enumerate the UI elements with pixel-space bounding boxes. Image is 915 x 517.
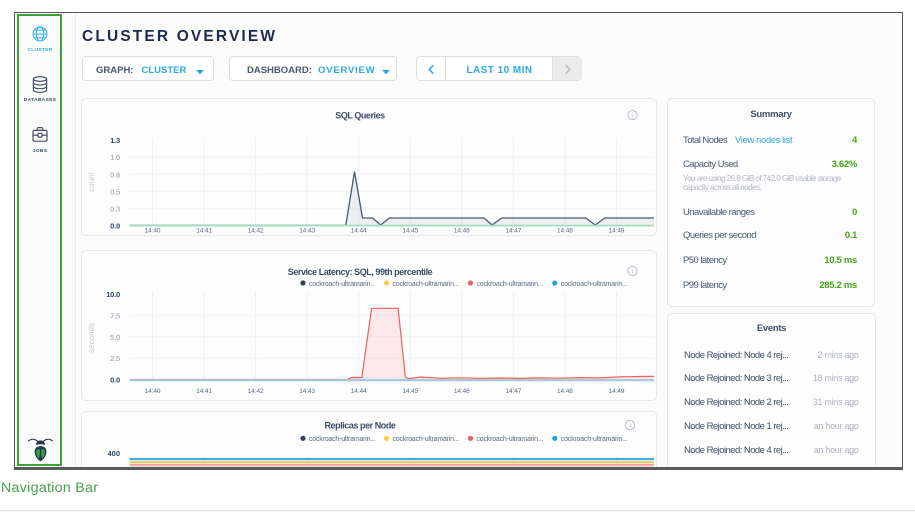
svg-text:i: i [632, 113, 634, 120]
svg-text:i: i [632, 269, 634, 276]
svg-text:14:41: 14:41 [196, 388, 212, 395]
svg-text:14:42: 14:42 [248, 228, 264, 235]
svg-text:7.5: 7.5 [110, 311, 120, 320]
svg-text:cockroach-ultramarin...: cockroach-ultramarin... [309, 436, 376, 443]
svg-text:14:40: 14:40 [145, 388, 161, 395]
svg-text:cockroach-ultramarin...: cockroach-ultramarin... [393, 281, 460, 288]
svg-text:cockroach-ultramarin...: cockroach-ultramarin... [561, 436, 628, 443]
svg-text:0.8: 0.8 [110, 170, 120, 179]
svg-text:10.0: 10.0 [106, 290, 120, 299]
svg-text:14:41: 14:41 [196, 228, 212, 235]
svg-text:0.5: 0.5 [110, 187, 120, 196]
svg-text:0.3: 0.3 [110, 204, 120, 213]
svg-text:14:45: 14:45 [402, 388, 418, 395]
svg-text:14:42: 14:42 [248, 388, 264, 395]
svg-text:0.0: 0.0 [110, 221, 120, 230]
svg-text:14:48: 14:48 [557, 228, 573, 235]
svg-text:count: count [87, 171, 96, 191]
svg-text:14:47: 14:47 [506, 228, 522, 235]
svg-text:1.0: 1.0 [110, 153, 120, 162]
svg-text:14:49: 14:49 [609, 228, 625, 235]
svg-text:Replicas per Node: Replicas per Node [325, 421, 396, 431]
svg-text:14:44: 14:44 [351, 228, 367, 235]
svg-text:Service Latency: SQL, 99th per: Service Latency: SQL, 99th percentile [288, 267, 433, 277]
svg-text:14:48: 14:48 [557, 388, 573, 395]
svg-text:14:45: 14:45 [402, 228, 418, 235]
svg-text:14:46: 14:46 [454, 228, 470, 235]
svg-text:2.5: 2.5 [110, 354, 120, 363]
svg-text:1.3: 1.3 [110, 136, 120, 145]
svg-text:cockroach-ultramarin...: cockroach-ultramarin... [561, 281, 628, 288]
svg-text:cockroach-ultramarin...: cockroach-ultramarin... [393, 436, 460, 443]
svg-text:14:40: 14:40 [145, 228, 161, 235]
svg-text:14:47: 14:47 [506, 388, 522, 395]
svg-text:14:43: 14:43 [299, 228, 315, 235]
svg-text:5.0: 5.0 [110, 333, 120, 342]
svg-text:14:49: 14:49 [609, 388, 625, 395]
svg-text:cockroach-ultramarin...: cockroach-ultramarin... [477, 281, 544, 288]
svg-text:SQL Queries: SQL Queries [335, 111, 385, 121]
svg-text:0.0: 0.0 [110, 376, 120, 385]
svg-text:14:43: 14:43 [299, 388, 315, 395]
svg-text:seconds: seconds [87, 323, 96, 353]
svg-text:14:46: 14:46 [454, 388, 470, 395]
svg-text:cockroach-ultramarin...: cockroach-ultramarin... [309, 281, 376, 288]
svg-text:400: 400 [107, 449, 120, 458]
svg-text:cockroach-ultramarin...: cockroach-ultramarin... [477, 436, 544, 443]
svg-text:i: i [629, 423, 631, 430]
svg-text:14:44: 14:44 [351, 388, 367, 395]
